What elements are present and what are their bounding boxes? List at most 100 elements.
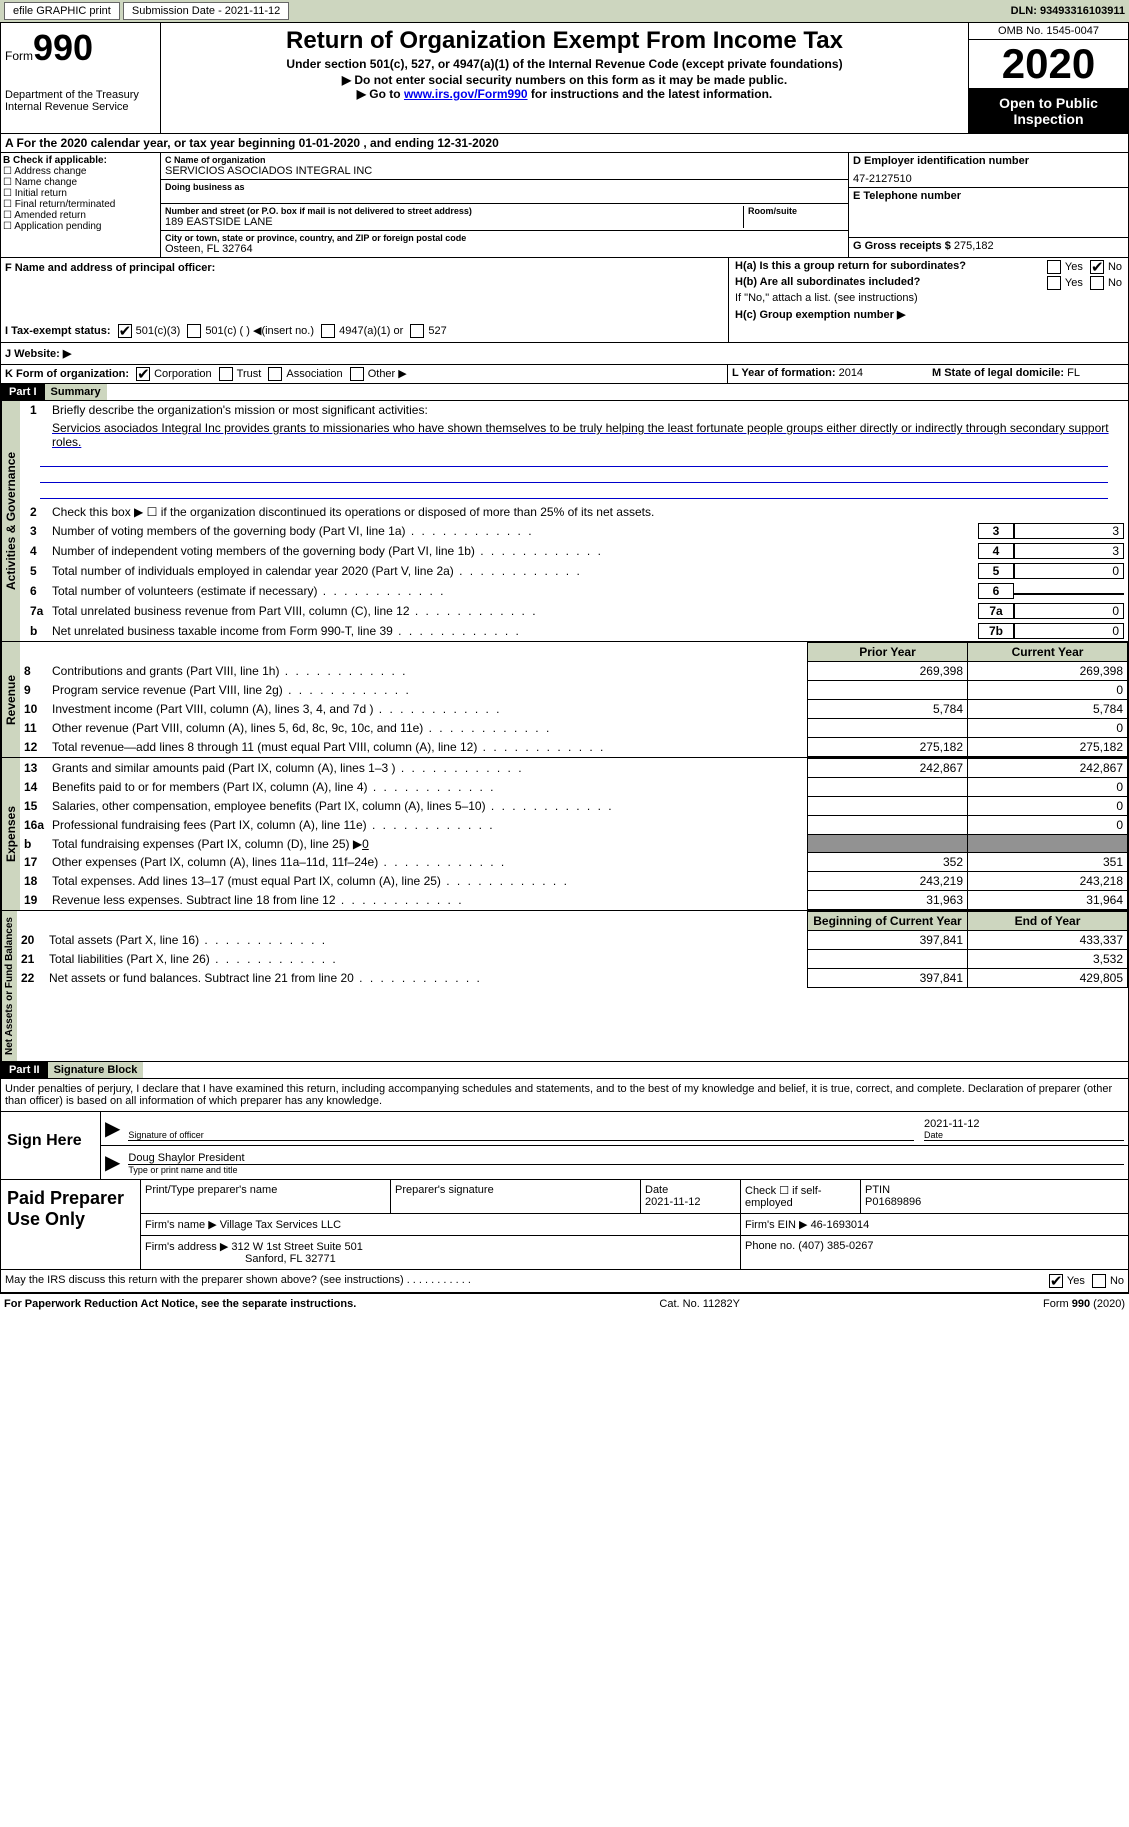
check-name-change[interactable]: ☐ Name change — [3, 177, 158, 188]
top-bar: efile GRAPHIC print Submission Date - 20… — [0, 0, 1129, 22]
line-value: 0 — [1014, 603, 1124, 619]
sig-date-label: Date — [924, 1130, 1124, 1140]
h-c: H(c) Group exemption number ▶ — [729, 306, 1128, 323]
ha-yes[interactable] — [1047, 260, 1061, 274]
current-year-header: Current Year — [968, 643, 1128, 662]
prior-val: 275,182 — [808, 738, 968, 757]
hb-yes[interactable] — [1047, 276, 1061, 290]
line-value: 0 — [1014, 563, 1124, 579]
check-trust[interactable] — [219, 367, 233, 381]
blank-line — [40, 455, 1108, 467]
fin-line-text: Total assets (Part X, line 16) — [49, 933, 327, 947]
dba-label: Doing business as — [165, 182, 844, 192]
fin-line-text: Total liabilities (Part X, line 26) — [49, 952, 338, 966]
footer-left: For Paperwork Reduction Act Notice, see … — [4, 1298, 356, 1310]
fin-line-text: Salaries, other compensation, employee b… — [52, 799, 614, 813]
boy-header: Beginning of Current Year — [808, 912, 968, 931]
check-527[interactable] — [410, 324, 424, 338]
gov-line-text: Total number of individuals employed in … — [52, 564, 978, 578]
prior-val — [808, 719, 968, 738]
check-corporation[interactable] — [136, 367, 150, 381]
fin-line-text: Benefits paid to or for members (Part IX… — [52, 780, 495, 794]
arrow-icon: ▶ — [105, 1116, 120, 1141]
efile-print-button[interactable]: efile GRAPHIC print — [4, 2, 120, 20]
line-box: 7b — [978, 623, 1014, 639]
gov-line-text: Number of voting members of the governin… — [52, 524, 978, 538]
check-initial-return[interactable]: ☐ Initial return — [3, 188, 158, 199]
check-amended-return[interactable]: ☐ Amended return — [3, 210, 158, 221]
prior-val — [808, 797, 968, 816]
fin-line-text: Grants and similar amounts paid (Part IX… — [52, 761, 524, 775]
line-value: 3 — [1014, 543, 1124, 559]
h-b-note: If "No," attach a list. (see instruction… — [729, 290, 1128, 306]
prior-val: 269,398 — [808, 662, 968, 681]
line-box: 3 — [978, 523, 1014, 539]
self-employed-check[interactable]: Check ☐ if self-employed — [741, 1180, 861, 1213]
officer-name: Doug Shaylor President — [128, 1152, 1124, 1164]
check-other[interactable] — [350, 367, 364, 381]
line-value — [1014, 593, 1124, 595]
check-application-pending[interactable]: ☐ Application pending — [3, 221, 158, 232]
gov-line-text: Total number of volunteers (estimate if … — [52, 584, 978, 598]
public-inspection-label: Open to Public Inspection — [969, 89, 1128, 133]
instr-1: ▶ Do not enter social security numbers o… — [165, 73, 964, 87]
preparer-sig-label: Preparer's signature — [391, 1180, 641, 1213]
part-ii-title: Signature Block — [48, 1062, 144, 1078]
check-4947[interactable] — [321, 324, 335, 338]
room-label: Room/suite — [748, 206, 844, 216]
line-l: L Year of formation: 2014 — [728, 365, 928, 383]
form-number: 990 — [33, 27, 93, 68]
footer-right: Form 990 (2020) — [1043, 1298, 1125, 1310]
l16b-text: Total fundraising expenses (Part IX, col… — [52, 837, 362, 851]
section-a: A For the 2020 calendar year, or tax yea… — [0, 134, 1129, 153]
discuss-yes[interactable] — [1049, 1274, 1063, 1288]
sig-date: 2021-11-12 — [924, 1118, 1124, 1130]
curr-val: 0 — [968, 778, 1128, 797]
net-tab: Net Assets or Fund Balances — [1, 911, 17, 1061]
line-1-label: Briefly describe the organization's miss… — [52, 403, 1124, 417]
fin-line-text: Other expenses (Part IX, column (A), lin… — [52, 855, 506, 869]
paid-preparer-label: Paid Preparer Use Only — [1, 1180, 141, 1269]
fin-line-text: Total revenue—add lines 8 through 11 (mu… — [52, 740, 605, 754]
check-association[interactable] — [268, 367, 282, 381]
part-i-header: Part I — [1, 384, 45, 400]
blank-line — [40, 487, 1108, 499]
line-k: K Form of organization: Corporation Trus… — [1, 365, 728, 383]
check-501c[interactable] — [187, 324, 201, 338]
eoy-header: End of Year — [968, 912, 1128, 931]
curr-val: 3,532 — [968, 950, 1128, 969]
prior-val: 397,841 — [808, 931, 968, 950]
fin-line-text: Contributions and grants (Part VIII, lin… — [52, 664, 407, 678]
prior-val: 397,841 — [808, 969, 968, 988]
curr-val: 269,398 — [968, 662, 1128, 681]
gov-line-text: Number of independent voting members of … — [52, 544, 978, 558]
irs-link[interactable]: www.irs.gov/Form990 — [404, 87, 528, 101]
department-label: Department of the Treasury Internal Reve… — [5, 89, 156, 113]
hb-no[interactable] — [1090, 276, 1104, 290]
line-value: 0 — [1014, 623, 1124, 639]
h-b: H(b) Are all subordinates included? Yes … — [729, 274, 1128, 290]
omb-number: OMB No. 1545-0047 — [969, 23, 1128, 40]
part-ii-header: Part II — [1, 1062, 48, 1078]
gross-receipts-value: 275,182 — [954, 240, 994, 252]
prior-val: 352 — [808, 853, 968, 872]
blank-line — [40, 471, 1108, 483]
box-c-label: C Name of organization — [165, 155, 844, 165]
sign-here-label: Sign Here — [1, 1112, 101, 1179]
city-value: Osteen, FL 32764 — [165, 243, 844, 255]
check-address-change[interactable]: ☐ Address change — [3, 166, 158, 177]
firm-city: Sanford, FL 32771 — [245, 1253, 336, 1265]
form-subtitle: Under section 501(c), 527, or 4947(a)(1)… — [165, 57, 964, 71]
fin-line-text: Other revenue (Part VIII, column (A), li… — [52, 721, 551, 735]
discuss-text: May the IRS discuss this return with the… — [5, 1274, 404, 1286]
discuss-no[interactable] — [1092, 1274, 1106, 1288]
gov-line-text: Net unrelated business taxable income fr… — [52, 624, 978, 638]
curr-val: 275,182 — [968, 738, 1128, 757]
check-501c3[interactable] — [118, 324, 132, 338]
prep-date: 2021-11-12 — [645, 1196, 700, 1208]
submission-date-button[interactable]: Submission Date - 2021-11-12 — [123, 2, 289, 20]
city-label: City or town, state or province, country… — [165, 233, 844, 243]
ha-no[interactable] — [1090, 260, 1104, 274]
curr-val: 31,964 — [968, 891, 1128, 910]
check-final-return[interactable]: ☐ Final return/terminated — [3, 199, 158, 210]
